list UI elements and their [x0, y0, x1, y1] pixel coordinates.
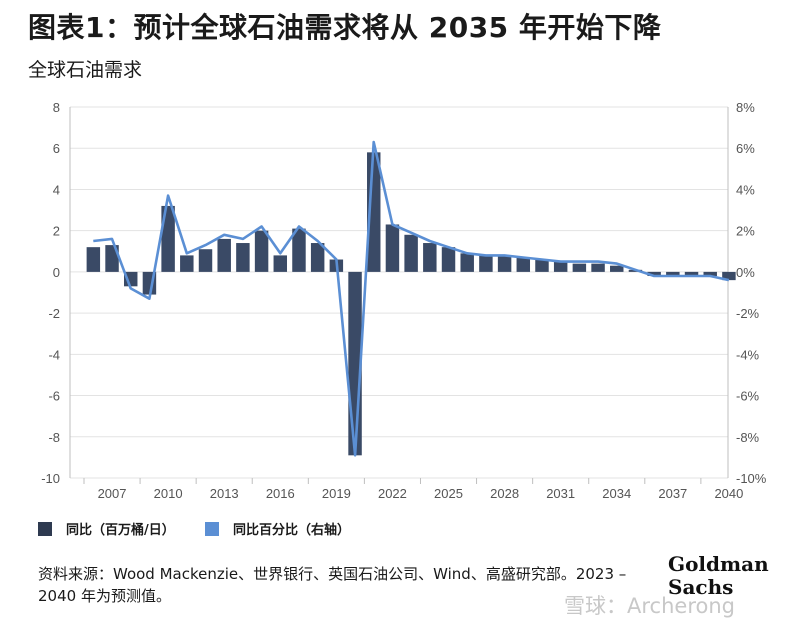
x-tick-label: 2040: [714, 486, 743, 501]
left-tick-label: -4: [48, 347, 60, 362]
logo-line-2: Sachs: [668, 575, 734, 599]
bar-2034: [610, 265, 624, 272]
x-tick-label: 2037: [658, 486, 687, 501]
bar-2038: [684, 271, 699, 277]
bar-2030: [535, 259, 549, 272]
x-tick-label: 2019: [322, 486, 351, 501]
x-tick-label: 2025: [434, 486, 463, 501]
right-tick-label: -4%: [736, 347, 760, 362]
bar-2013: [217, 238, 231, 272]
left-tick-label: -6: [48, 389, 60, 404]
bar-2029: [516, 257, 531, 272]
legend-line-swatch: [205, 521, 219, 536]
right-tick-label: -10%: [736, 471, 767, 486]
left-tick-label: 4: [53, 182, 60, 197]
goldman-sachs-logo: Goldman Sachs: [668, 553, 769, 599]
right-axis: 8% 6% 4% 2% 0% -2% -4% -6% -8% -10%: [736, 100, 767, 486]
chart-subtitle: 全球石油需求: [28, 59, 143, 81]
bar-2031: [553, 261, 568, 272]
x-tick-label: 2031: [546, 486, 575, 501]
watermark: 雪球：Archerong: [564, 594, 735, 618]
x-tick-label: 2010: [154, 486, 183, 501]
x-tick-label: 2016: [266, 486, 295, 501]
left-tick-label: 2: [53, 224, 60, 239]
legend-line-label: 同比百分比（右轴）: [233, 523, 351, 538]
bar-2040: [722, 271, 736, 281]
right-tick-label: 8%: [736, 100, 755, 115]
bar-2032: [572, 263, 587, 272]
left-tick-label: -8: [48, 430, 60, 445]
bar-2036: [647, 271, 661, 277]
line-series: [93, 140, 730, 457]
x-axis: 2007 2010 2013 2016 2019 2022 2025 2028 2031 2034…: [83, 478, 743, 501]
bar-2022: [385, 224, 400, 272]
bar-2023: [404, 234, 418, 272]
logo-line-1: Goldman: [668, 552, 769, 576]
right-tick-label: 4%: [736, 182, 755, 197]
bar-2039: [703, 271, 717, 277]
bar-2028: [497, 255, 512, 272]
bar-2026: [460, 253, 474, 272]
left-tick-label: 0: [53, 265, 60, 280]
x-tick-label: 2034: [602, 486, 631, 501]
left-axis: 8 6 4 2 0 -2 -4 -6 -8 -10: [41, 100, 60, 486]
bar-2010: [161, 205, 175, 272]
bar-2015: [254, 230, 269, 272]
pct-change-line: [93, 140, 730, 457]
bar-2016: [273, 255, 288, 272]
page-title: 图表1：预计全球石油需求将从 2035 年开始下降: [28, 11, 662, 44]
x-tick-label: 2007: [98, 486, 127, 501]
x-tick-label: 2028: [490, 486, 519, 501]
bar-2014: [236, 243, 250, 272]
right-tick-label: 0%: [736, 265, 755, 280]
right-tick-label: 2%: [736, 224, 755, 239]
right-tick-label: 6%: [736, 141, 755, 156]
legend-item-line: 同比百分比（右轴）: [205, 519, 350, 538]
left-tick-label: 8: [53, 100, 60, 115]
legend-bar-swatch: [38, 521, 52, 536]
bar-2011: [180, 255, 194, 272]
left-tick-label: -10: [41, 471, 60, 486]
bar-2006: [86, 247, 101, 272]
right-tick-label: -2%: [736, 306, 760, 321]
left-tick-label: -2: [48, 306, 60, 321]
x-tick-label: 2022: [378, 486, 407, 501]
bar-2018: [310, 243, 325, 272]
gridlines: [69, 106, 729, 479]
bar-series: [86, 152, 736, 456]
legend-item-bar: 同比（百万桶/日）: [38, 519, 175, 538]
bar-2037: [666, 271, 680, 277]
right-tick-label: -8%: [736, 430, 760, 445]
bar-2024: [423, 243, 437, 272]
legend-bar-label: 同比（百万桶/日）: [66, 523, 175, 538]
chart: 8 6 4 2 0 -2 -4 -6 -8 -10 8% 6% 4% 2% 0% -2% -4% -6% -8% -…: [41, 100, 767, 501]
bar-2025: [441, 247, 456, 272]
right-tick-label: -6%: [736, 389, 760, 404]
source-note: 资料来源：Wood Mackenzie、世界银行、英国石油公司、Wind、高盛研…: [38, 565, 627, 605]
bar-2017: [292, 228, 306, 272]
bar-2012: [198, 249, 213, 272]
bar-2033: [591, 263, 605, 272]
left-tick-label: 6: [53, 141, 60, 156]
bar-2027: [479, 255, 493, 272]
bar-2007: [105, 245, 119, 272]
x-tick-label: 2013: [210, 486, 239, 501]
